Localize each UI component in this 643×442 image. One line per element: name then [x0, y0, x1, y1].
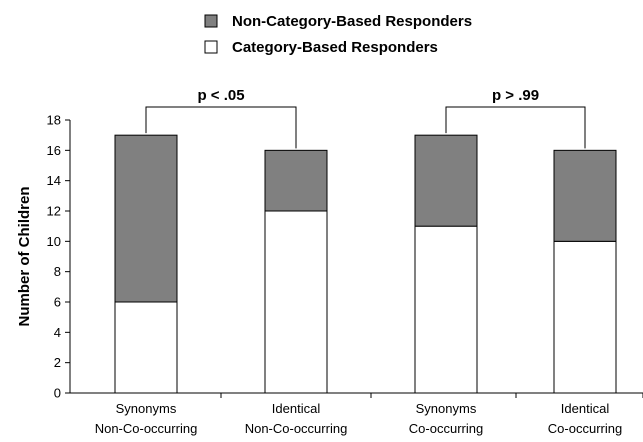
bar-segment-category-based-responders: [264, 210, 328, 394]
bar-segment-category-based-responders: [414, 225, 478, 394]
significance-label: p < .05: [197, 87, 244, 104]
y-tick-label: 4: [54, 325, 61, 340]
y-tick-label: 12: [47, 204, 61, 219]
plot-area: 0 2 4 6 8 10 12 14 16 18 Synonyms Non-Co-occurring I…: [47, 87, 643, 436]
x-category-label: Co-occurring: [548, 421, 622, 436]
y-tick-label: 2: [54, 355, 61, 370]
y-tick-label: 10: [47, 234, 61, 249]
bar-segment-non-category-based-responders: [114, 134, 178, 303]
x-category-label: Synonyms: [116, 401, 177, 416]
y-tick-label: 14: [47, 173, 61, 188]
y-tick-label: 8: [54, 264, 61, 279]
bar-segment-non-category-based-responders: [553, 149, 617, 242]
y-tick-label: 6: [54, 295, 61, 310]
x-category-label: Identical: [272, 401, 321, 416]
legend-swatch-category-based-responders: [204, 40, 218, 54]
x-category-label: Non-Co-occurring: [95, 421, 198, 436]
bar-segment-non-category-based-responders: [414, 134, 478, 227]
significance-bracket: [145, 106, 297, 149]
x-category-label: Co-occurring: [409, 421, 483, 436]
legend-label-non-category-based-responders: Non-Category-Based Responders: [232, 13, 472, 30]
significance-label: p > .99: [492, 87, 539, 104]
y-tick-label: 16: [47, 143, 61, 158]
y-axis-label: Number of Children: [16, 186, 33, 326]
x-category-label: Identical: [561, 401, 610, 416]
y-tick-label: 18: [47, 113, 61, 128]
significance-bracket: [445, 106, 586, 149]
x-category-label: Non-Co-occurring: [245, 421, 348, 436]
x-category-label: Synonyms: [416, 401, 477, 416]
bar-segment-category-based-responders: [114, 301, 178, 394]
legend-label-category-based-responders: Category-Based Responders: [232, 39, 438, 56]
bar-segment-non-category-based-responders: [264, 149, 328, 212]
y-tick-label: 0: [54, 386, 61, 401]
legend-swatch-non-category-based-responders: [204, 14, 218, 28]
bar-segment-category-based-responders: [553, 240, 617, 394]
legend: Non-Category-Based Responders Category-Ba…: [204, 13, 472, 56]
